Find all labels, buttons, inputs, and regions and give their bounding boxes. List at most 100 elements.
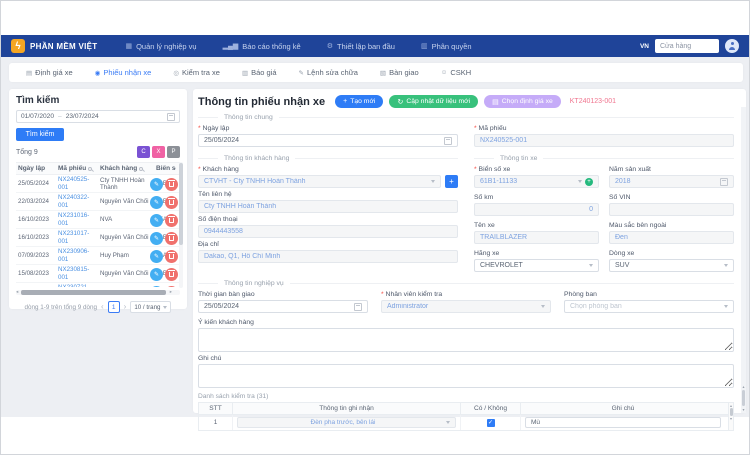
checklist-scrollbar[interactable]: ▴ ▾ bbox=[728, 403, 733, 430]
dong-xe-select[interactable]: SUV bbox=[609, 259, 734, 272]
vertical-scrollbar[interactable] bbox=[179, 162, 183, 288]
scroll-up-arrow-icon[interactable]: ▴ bbox=[742, 384, 744, 389]
phong-ban-select[interactable]: Chọn phòng ban bbox=[564, 300, 734, 313]
edit-button[interactable]: ✎ bbox=[150, 250, 163, 263]
tab-lenh-sua-chua[interactable]: ✎ Lệnh sửa chữa bbox=[288, 63, 369, 82]
edit-button[interactable]: ✎ bbox=[150, 268, 163, 281]
tab-ban-giao[interactable]: ▧ Bàn giao bbox=[369, 63, 430, 82]
nav-item-thiet-lap-ban-dau[interactable]: ⚙ Thiết lập ban đầu bbox=[327, 42, 395, 51]
nav-item-bao-cao-thong-ke[interactable]: ▂▄▆ Báo cáo thống kê bbox=[223, 42, 301, 51]
nav-item-quan-ly-nghiep-vu[interactable]: ▦ Quản lý nghiệp vụ bbox=[125, 42, 196, 51]
hang-xe-select[interactable]: CHEVROLET bbox=[474, 259, 599, 272]
receipt-code-link[interactable]: NX230815-001 bbox=[58, 266, 100, 281]
receipt-icon: ◉ bbox=[95, 69, 101, 77]
tab-phieu-nhan-xe[interactable]: ◉ Phiếu nhận xe bbox=[84, 63, 163, 82]
delete-button[interactable] bbox=[165, 286, 178, 288]
scroll-left-arrow-icon[interactable]: ◂ bbox=[16, 289, 18, 295]
scroll-down-arrow-icon[interactable]: ▾ bbox=[730, 416, 732, 421]
nav-item-phan-quyen[interactable]: ▥ Phân quyền bbox=[421, 42, 472, 51]
delete-button[interactable] bbox=[165, 250, 178, 263]
column-header-ma-phieu[interactable]: Mã phiếu bbox=[58, 165, 100, 172]
bien-so-xe-value: 61B1-11133 bbox=[480, 178, 575, 185]
so-km-label: Số km bbox=[474, 194, 599, 201]
scrollbar-thumb[interactable] bbox=[742, 390, 745, 406]
table-row[interactable]: 22/03/2024 NX240322-001 Nguyễn Văn Chối … bbox=[16, 193, 180, 211]
row-actions: ✎ bbox=[150, 232, 178, 245]
so-km-value: 0 bbox=[480, 206, 593, 213]
search-button[interactable]: Tìm kiếm bbox=[16, 128, 64, 141]
delete-button[interactable] bbox=[165, 268, 178, 281]
store-select[interactable]: Cửa hàng bbox=[655, 39, 719, 53]
page-size-select[interactable]: 10 / trang bbox=[130, 301, 171, 313]
tab-kiem-tra-xe[interactable]: ◎ Kiểm tra xe bbox=[162, 63, 231, 82]
search-panel-title: Tìm kiếm bbox=[16, 95, 180, 106]
nam-san-xuat-input[interactable]: 2018 bbox=[609, 175, 734, 188]
tab-cskh[interactable]: ☺ CSKH bbox=[430, 63, 482, 82]
table-row[interactable]: 16/10/2023 NX231017-001 Nguyễn Văn Chối … bbox=[16, 229, 180, 247]
language-label[interactable]: VN bbox=[640, 43, 649, 50]
edit-button[interactable]: ✎ bbox=[150, 196, 163, 209]
table-row[interactable]: 21/07/2023 NX230721-001 Nguyễn Văn Chối … bbox=[16, 283, 180, 287]
export-copy-button[interactable]: C bbox=[137, 146, 150, 158]
table-row[interactable]: 15/08/2023 NX230815-001 Nguyễn Văn Chối … bbox=[16, 265, 180, 283]
export-excel-button[interactable]: X bbox=[152, 146, 165, 158]
panel-scrollbar[interactable]: ▴ ▾ bbox=[741, 107, 746, 413]
receipt-code-link[interactable]: NX240525-001 bbox=[58, 176, 100, 191]
next-page-button[interactable]: › bbox=[124, 303, 127, 311]
choose-valuation-button[interactable]: ▤ Chọn định giá xe bbox=[484, 95, 561, 108]
note-input[interactable]: Mù bbox=[525, 417, 721, 428]
delete-button[interactable] bbox=[165, 196, 178, 209]
add-vehicle-button[interactable]: + bbox=[585, 178, 593, 186]
avatar-button[interactable] bbox=[725, 39, 739, 53]
app-window: ϟ PHẦN MỀM VIỆT ▦ Quản lý nghiệp vụ ▂▄▆ … bbox=[0, 0, 750, 455]
edit-button[interactable]: ✎ bbox=[150, 232, 163, 245]
tab-dinh-gia-xe[interactable]: ▤ Định giá xe bbox=[15, 63, 84, 82]
horizontal-scrollbar[interactable]: ◂ ▸ bbox=[16, 290, 180, 295]
pagination-summary: dòng 1-9 trên tổng 9 dòng bbox=[25, 304, 97, 311]
scrollbar-thumb[interactable] bbox=[730, 408, 733, 416]
page-1-button[interactable]: 1 bbox=[108, 301, 120, 313]
tab-bao-gia[interactable]: ▥ Báo giá bbox=[231, 63, 288, 82]
scrollbar-thumb[interactable] bbox=[179, 163, 183, 245]
receipt-code-link[interactable]: NX240322-001 bbox=[58, 194, 100, 209]
receipt-code-link[interactable]: NX230721-001 bbox=[58, 284, 100, 287]
scrollbar-thumb[interactable] bbox=[21, 290, 166, 295]
cell-ngay-lap: 07/09/2023 bbox=[16, 252, 58, 259]
ghi-chu-textarea[interactable] bbox=[198, 364, 734, 388]
ref-code-link[interactable]: KT240123-001 bbox=[570, 98, 616, 105]
receipt-code-link[interactable]: NX231017-001 bbox=[58, 230, 100, 245]
scroll-right-arrow-icon[interactable]: ▸ bbox=[170, 289, 172, 295]
delete-button[interactable] bbox=[165, 232, 178, 245]
yes-no-checkbox[interactable]: ✓ bbox=[487, 419, 495, 427]
date-range-input[interactable]: 01/07/2020 – 23/07/2024 bbox=[16, 110, 180, 123]
print-button[interactable]: P bbox=[167, 146, 180, 158]
cell-ngay-lap: 15/08/2023 bbox=[16, 270, 58, 277]
receipt-code-link[interactable]: NX231016-001 bbox=[58, 212, 100, 227]
edit-button[interactable]: ✎ bbox=[150, 214, 163, 227]
checklist-item-select[interactable]: Đèn pha trước, bên lái bbox=[237, 417, 456, 428]
column-header-khach-hang[interactable]: Khách hàng bbox=[100, 165, 156, 172]
table-row[interactable]: 25/05/2024 NX240525-001 Cty TNHH Hoàn Th… bbox=[16, 175, 180, 193]
scroll-down-arrow-icon[interactable]: ▾ bbox=[742, 407, 744, 412]
delete-button[interactable] bbox=[165, 178, 178, 191]
calendar-icon bbox=[167, 113, 175, 121]
app-logo[interactable]: ϟ bbox=[11, 39, 25, 53]
add-customer-button[interactable]: + bbox=[445, 175, 458, 188]
y-kien-khach-hang-textarea[interactable] bbox=[198, 328, 734, 352]
create-button[interactable]: + Tạo mới bbox=[335, 95, 383, 108]
delete-button[interactable] bbox=[165, 214, 178, 227]
thoi-gian-ban-giao-label: Thời gian bàn giao bbox=[198, 291, 368, 298]
table-row[interactable]: 16/10/2023 NX231016-001 NVA 65A ✎ bbox=[16, 211, 180, 229]
bien-so-xe-select[interactable]: 61B1-11133 + bbox=[474, 175, 599, 188]
update-data-button[interactable]: ↻ Cập nhật dữ liệu mới bbox=[389, 95, 478, 108]
grid-icon: ▦ bbox=[125, 43, 132, 50]
edit-button[interactable]: ✎ bbox=[150, 286, 163, 288]
ngay-lap-input[interactable]: 25/05/2024 bbox=[198, 134, 458, 147]
edit-button[interactable]: ✎ bbox=[150, 178, 163, 191]
thoi-gian-ban-giao-input[interactable]: 25/05/2024 bbox=[198, 300, 368, 313]
khach-hang-select[interactable]: CTVHT - Cty TNHH Hoàn Thành bbox=[198, 175, 441, 188]
prev-page-button[interactable]: ‹ bbox=[101, 303, 104, 311]
receipt-code-link[interactable]: NX230906-001 bbox=[58, 248, 100, 263]
table-row[interactable]: 07/09/2023 NX230906-001 Huy Phạm 51A ✎ bbox=[16, 247, 180, 265]
chart-icon: ▂▄▆ bbox=[223, 43, 239, 50]
